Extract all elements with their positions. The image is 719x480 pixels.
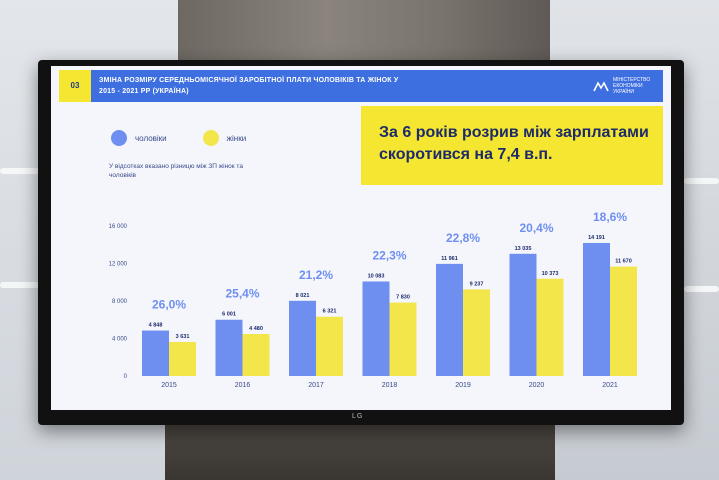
gap-percent-label: 25,4% — [225, 287, 259, 301]
legend-label-women: жінки — [226, 133, 247, 143]
gap-percent-label: 22,8% — [446, 231, 480, 245]
wage-bar-chart: 0 4 000 8 000 12 000 16 000 4 848 3 631 2015 26,… — [109, 210, 637, 389]
ceiling-light — [684, 286, 719, 292]
bar-men — [142, 330, 169, 376]
ceiling-light — [684, 178, 719, 184]
gap-percent-label: 26,0% — [152, 298, 186, 312]
y-tick-label: 0 — [124, 374, 128, 380]
bar-men — [362, 281, 390, 376]
bar-women — [242, 334, 270, 376]
legend-dot-women — [202, 130, 219, 146]
bar-women — [463, 289, 490, 376]
bar-women — [389, 302, 417, 376]
bar-value-label-women: 4 480 — [249, 326, 263, 332]
bar-value-label-men: 6 001 — [222, 312, 236, 318]
x-tick-label: 2019 — [455, 382, 471, 389]
bar-women — [610, 266, 637, 376]
callout-text: За 6 років розрив між зарплатами скороти… — [379, 124, 649, 163]
chart-note: У відсотках вказано різницю між ЗП жінок… — [109, 163, 243, 179]
bar-women — [169, 341, 196, 376]
x-tick-label: 2020 — [529, 382, 545, 389]
ministry-logo: МІНІСТЕРСТВО ЕКОНОМІКИ УКРАЇНИ — [593, 77, 655, 95]
gap-percent-label: 18,6% — [593, 210, 627, 224]
bar-women — [316, 316, 343, 376]
x-tick-label: 2017 — [308, 382, 324, 389]
ministry-name: МІНІСТЕРСТВО ЕКОНОМІКИ УКРАЇНИ — [613, 77, 651, 95]
tv-stand — [165, 425, 555, 480]
ceiling-light — [0, 168, 40, 174]
bar-value-label-women: 10 373 — [542, 271, 559, 277]
y-tick-label: 4 000 — [112, 337, 128, 343]
bar-value-label-women: 11 670 — [615, 259, 632, 265]
gap-percent-label: 20,4% — [519, 221, 553, 235]
legend-dot-men — [111, 130, 127, 146]
y-tick-label: 16 000 — [109, 224, 128, 230]
bar-men — [583, 242, 610, 376]
bar-men — [289, 300, 316, 376]
slide-header: 03 ЗМІНА РОЗМІРУ СЕРЕДНЬОМІСЯЧНОЇ ЗАРОБІ… — [59, 70, 663, 102]
gap-percent-label: 21,2% — [299, 268, 333, 282]
bar-value-label-women: 7 830 — [396, 295, 410, 301]
bar-value-label-men: 13 035 — [515, 246, 532, 252]
ceiling-light — [0, 282, 40, 288]
slide-screen: 03 ЗМІНА РОЗМІРУ СЕРЕДНЬОМІСЯЧНОЇ ЗАРОБІ… — [51, 66, 671, 410]
y-tick-label: 12 000 — [109, 262, 128, 268]
slide-title: ЗМІНА РОЗМІРУ СЕРЕДНЬОМІСЯЧНОЇ ЗАРОБІТНО… — [99, 77, 399, 95]
bar-value-label-women: 3 631 — [176, 334, 190, 340]
bar-value-label-women: 6 321 — [323, 309, 337, 315]
x-tick-label: 2021 — [602, 382, 618, 389]
bar-men — [436, 263, 463, 376]
x-tick-label: 2018 — [382, 382, 398, 389]
bar-men — [509, 253, 537, 376]
bar-women — [536, 278, 564, 376]
bar-men — [215, 319, 243, 376]
x-tick-label: 2015 — [161, 382, 177, 389]
bar-value-label-men: 10 083 — [368, 273, 385, 279]
x-tick-label: 2016 — [235, 382, 251, 389]
legend-label-men: чоловіки — [135, 133, 167, 143]
gap-percent-label: 22,3% — [372, 248, 406, 262]
bar-value-label-men: 8 021 — [296, 293, 310, 299]
y-tick-label: 8 000 — [112, 299, 128, 305]
tv-brand-logo: LG — [352, 413, 364, 420]
ministry-logo-icon — [593, 81, 609, 92]
bar-value-label-women: 9 237 — [470, 281, 484, 287]
legend: чоловіки жінки — [111, 130, 282, 146]
bar-value-label-men: 11 961 — [441, 256, 458, 262]
slide-number: 03 — [59, 70, 91, 102]
bar-value-label-men: 14 191 — [588, 235, 605, 241]
callout-box: За 6 років розрив між зарплатами скороти… — [361, 106, 663, 185]
bar-value-label-men: 4 848 — [149, 323, 163, 329]
